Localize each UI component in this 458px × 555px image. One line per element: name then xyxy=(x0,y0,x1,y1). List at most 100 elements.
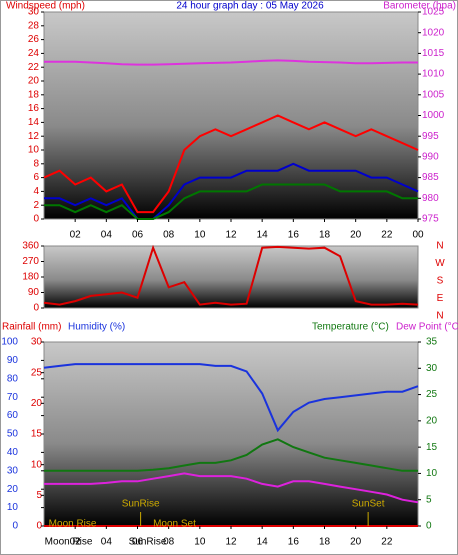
x-tick-label: 04 xyxy=(101,537,113,548)
y-tick-label: 35 xyxy=(426,337,438,348)
y-tick-label: 990 xyxy=(422,152,439,163)
y-tick-label: 26 xyxy=(28,34,40,45)
y-tick-label: 10 xyxy=(28,145,40,156)
x-tick-label: 00 xyxy=(412,230,424,241)
climate-panel xyxy=(43,341,419,527)
compass-label: N xyxy=(436,241,443,252)
x-tick-label: 16 xyxy=(288,537,300,548)
y-tick-label: 980 xyxy=(422,193,439,204)
x-tick-label: 22 xyxy=(381,537,393,548)
y-tick-label: 4 xyxy=(33,186,39,197)
y-tick-label: 30 xyxy=(31,337,43,348)
direction-panel xyxy=(43,245,419,309)
compass-label: W xyxy=(435,258,445,269)
temperature-label: Temperature (°C) xyxy=(312,322,389,333)
y-tick-label: 15 xyxy=(426,442,438,453)
y-tick-label: 180 xyxy=(22,272,39,283)
wind-panel xyxy=(43,11,419,220)
y-tick-label: 5 xyxy=(426,494,432,505)
x-tick-label: 10 xyxy=(194,230,206,241)
y-tick-label: 25 xyxy=(31,367,43,378)
x-tick-label: 14 xyxy=(257,230,269,241)
y-tick-label: 975 xyxy=(422,214,439,225)
y-tick-label: 1025 xyxy=(422,7,445,18)
x-tick-label: 02 xyxy=(70,537,82,548)
series-line xyxy=(43,363,419,433)
series-line xyxy=(44,472,419,504)
y-tick-label: 22 xyxy=(28,62,40,73)
y-tick-label: 1020 xyxy=(422,27,445,38)
y-tick-label: 0 xyxy=(33,214,39,225)
dewpoint-label: Dew Point (°C xyxy=(396,322,458,333)
y-tick-label: 5 xyxy=(36,490,42,501)
y-tick-label: 12 xyxy=(28,131,40,142)
y-tick-label: 50 xyxy=(7,429,19,440)
event-label: SunRise xyxy=(129,537,167,548)
x-tick-label: 12 xyxy=(225,537,237,548)
y-tick-label: 10 xyxy=(426,468,438,479)
compass-label: S xyxy=(437,276,444,287)
x-tick-label: 08 xyxy=(163,537,175,548)
rain-label: Rainfall (mm) xyxy=(2,322,61,333)
y-tick-label: 14 xyxy=(28,117,40,128)
y-tick-label: 28 xyxy=(28,20,40,31)
y-tick-label: 0 xyxy=(12,521,18,532)
y-tick-label: 24 xyxy=(28,48,40,59)
x-tick-label: 20 xyxy=(350,230,362,241)
event-label: Moon Rise xyxy=(45,537,93,548)
chart-title: 24 hour graph day : 05 May 2026 xyxy=(176,1,324,12)
x-tick-label: 20 xyxy=(350,537,362,548)
x-tick-label: 04 xyxy=(101,230,113,241)
y-tick-label: 1005 xyxy=(422,89,445,100)
x-tick-label: 08 xyxy=(163,230,175,241)
x-tick-label: 18 xyxy=(319,230,331,241)
series-line xyxy=(43,244,419,306)
y-tick-label: 80 xyxy=(7,373,19,384)
compass-label: E xyxy=(437,293,444,304)
y-tick-label: 985 xyxy=(422,172,439,183)
x-tick-label: 18 xyxy=(319,537,331,548)
series-line xyxy=(44,162,419,220)
x-tick-label: 16 xyxy=(288,230,300,241)
x-tick-label: 14 xyxy=(257,537,269,548)
y-tick-label: 6 xyxy=(33,172,39,183)
y-tick-label: 25 xyxy=(426,389,438,400)
y-tick-label: 1010 xyxy=(422,69,445,80)
y-tick-label: 30 xyxy=(28,7,40,18)
annotation: SunRise xyxy=(122,499,160,510)
y-tick-label: 2 xyxy=(33,200,39,211)
y-tick-label: 100 xyxy=(1,337,18,348)
y-tick-label: 270 xyxy=(22,256,39,267)
y-tick-label: 1000 xyxy=(422,110,445,121)
x-tick-label: 06 xyxy=(132,230,144,241)
y-tick-label: 8 xyxy=(33,158,39,169)
wind-label: Windspeed (mph) xyxy=(6,1,85,12)
humidity-label: Humidity (%) xyxy=(68,322,125,333)
x-tick-label: 06 xyxy=(132,537,144,548)
y-tick-label: 360 xyxy=(22,241,39,252)
y-tick-label: 10 xyxy=(31,459,43,470)
annotation: SunSet xyxy=(352,499,385,510)
y-tick-label: 60 xyxy=(7,410,19,421)
y-tick-label: 0 xyxy=(33,303,39,314)
compass-label: N xyxy=(436,311,443,322)
y-tick-label: 15 xyxy=(31,429,43,440)
y-tick-label: 0 xyxy=(426,521,432,532)
barometer-label: Barometer (hpa) xyxy=(383,1,456,12)
y-tick-label: 90 xyxy=(7,355,19,366)
series-line xyxy=(44,59,418,66)
y-tick-label: 0 xyxy=(36,521,42,532)
y-tick-label: 16 xyxy=(28,103,40,114)
y-tick-label: 30 xyxy=(7,465,19,476)
y-tick-label: 20 xyxy=(31,398,43,409)
series-line xyxy=(43,114,419,214)
x-tick-label: 12 xyxy=(225,230,237,241)
y-tick-label: 70 xyxy=(7,392,19,403)
x-tick-label: 10 xyxy=(194,537,206,548)
y-tick-label: 10 xyxy=(7,502,19,513)
y-tick-label: 18 xyxy=(28,89,40,100)
y-tick-label: 1015 xyxy=(422,48,445,59)
y-tick-label: 20 xyxy=(7,484,19,495)
y-tick-label: 995 xyxy=(422,131,439,142)
